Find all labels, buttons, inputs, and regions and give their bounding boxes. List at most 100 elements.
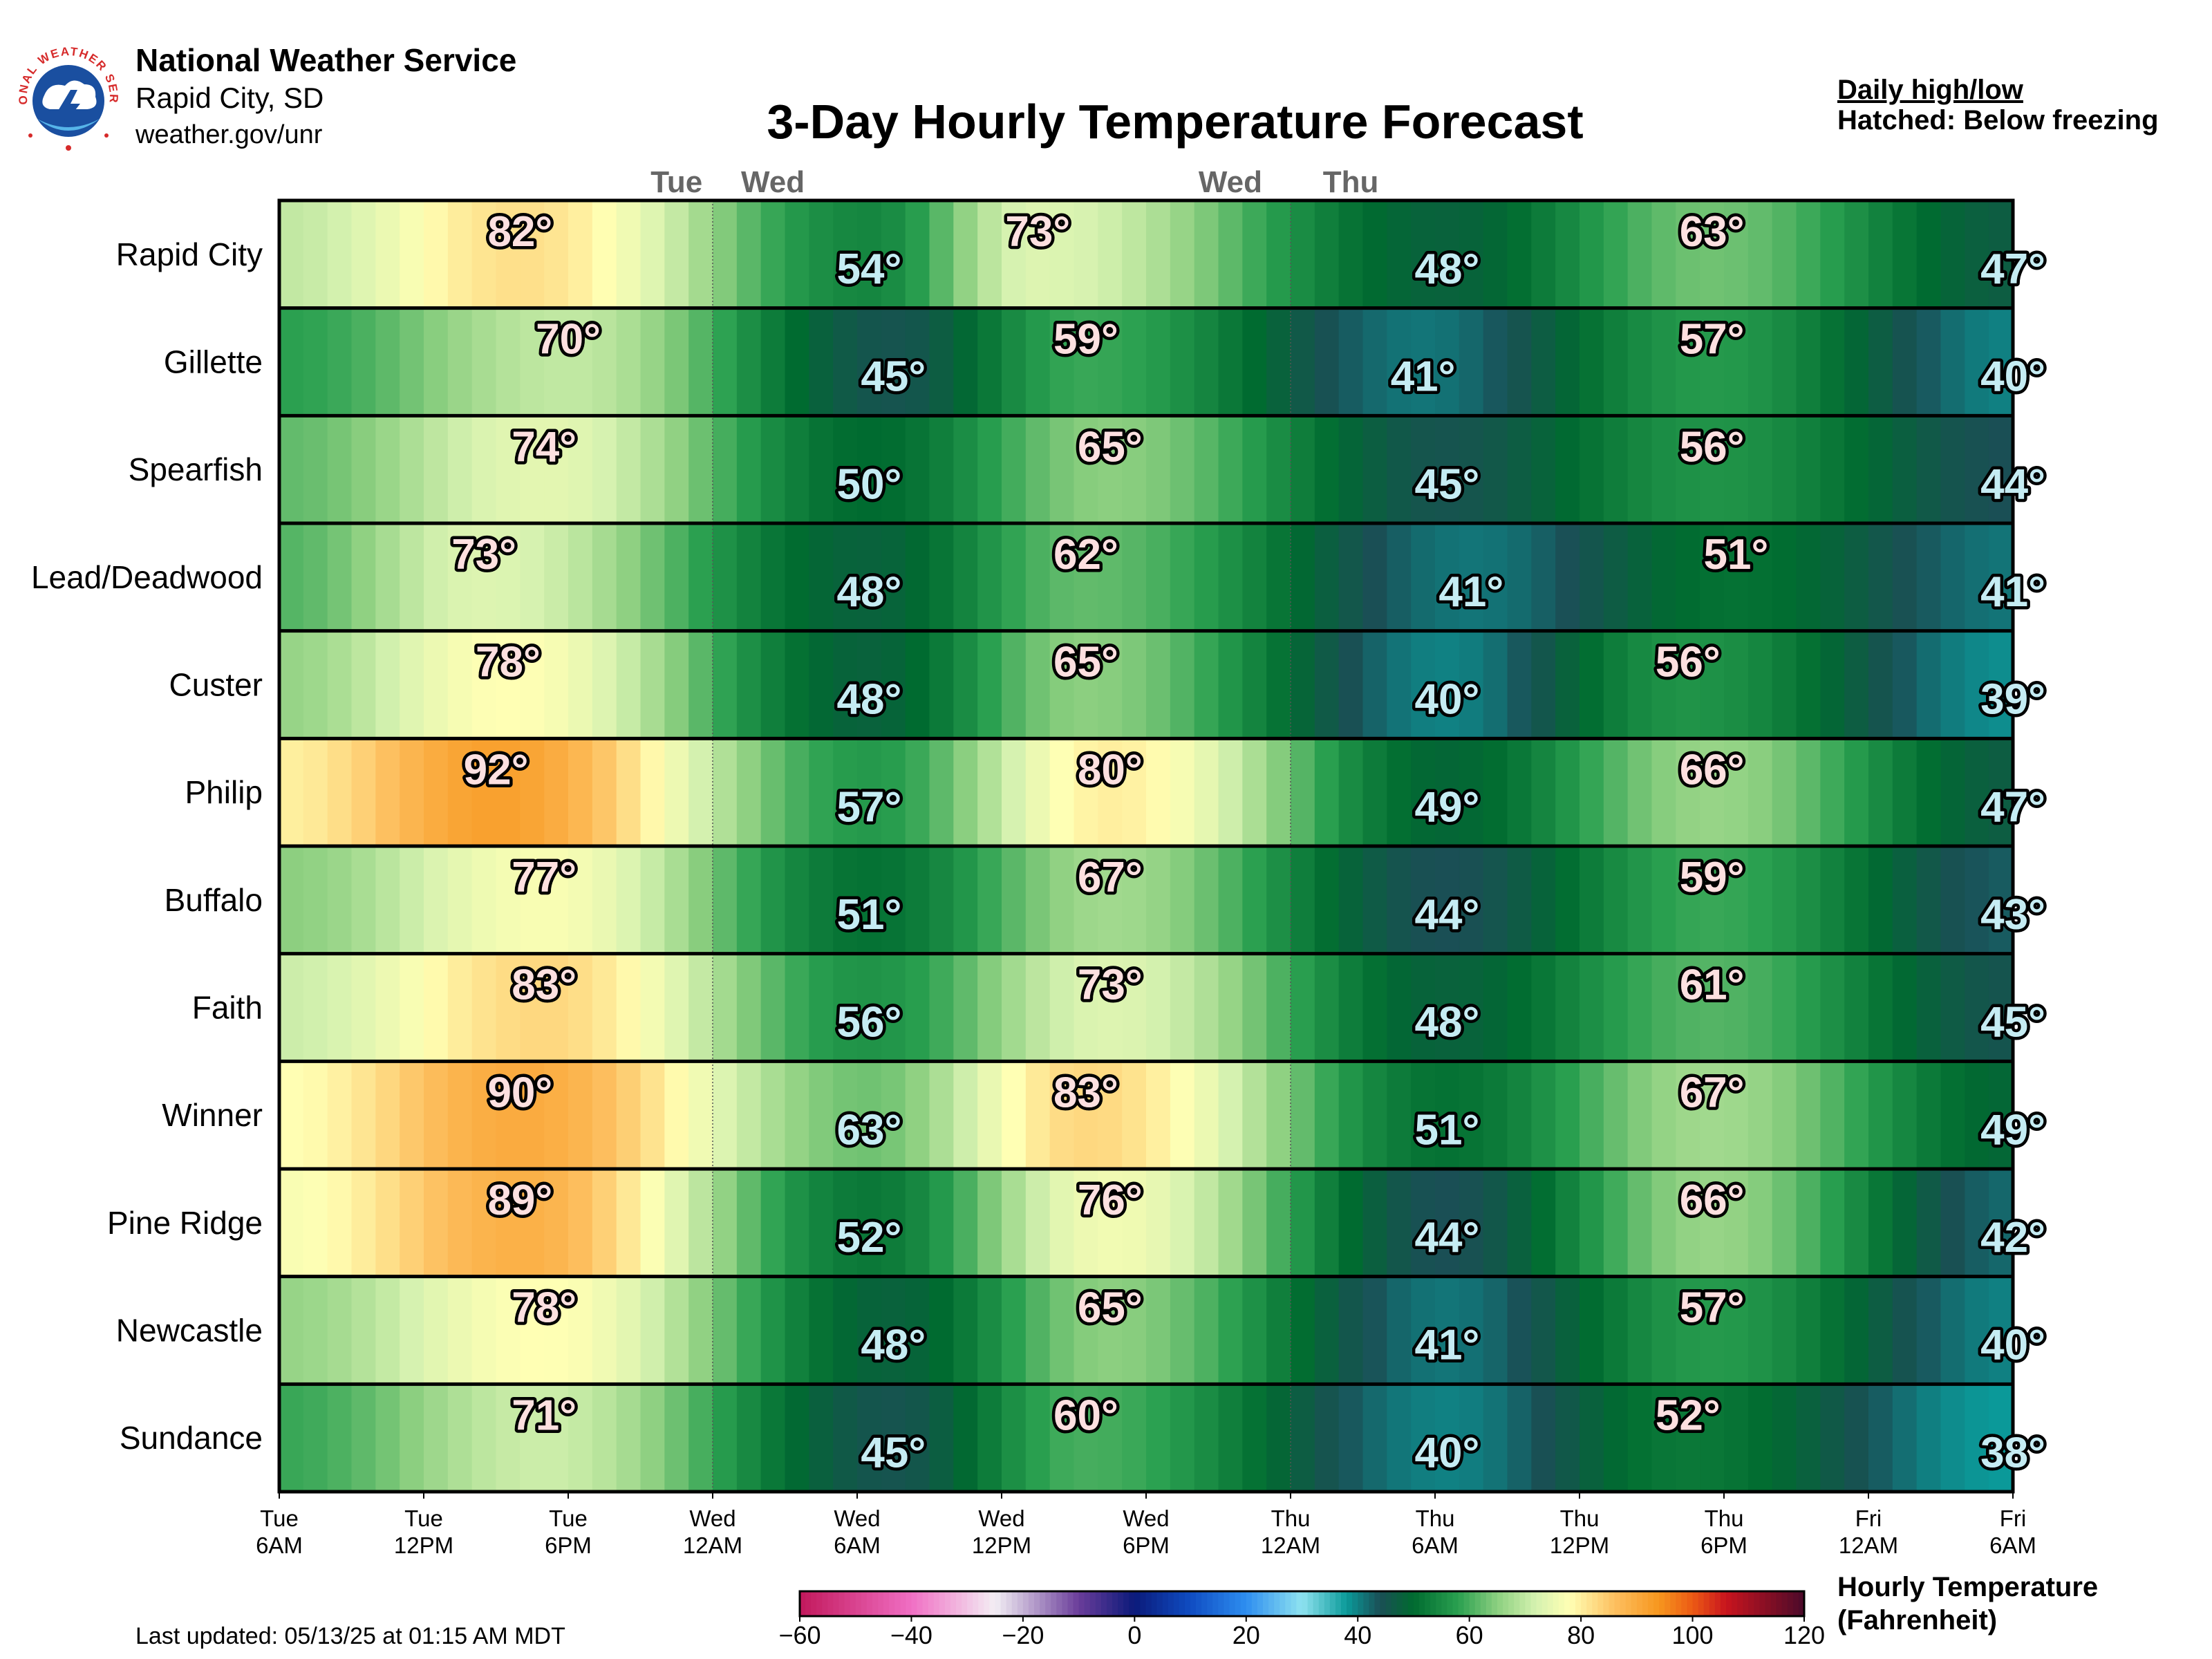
colorbar-segment [967,1591,974,1616]
heatmap-cell [953,953,978,1062]
heatmap-cell [568,846,593,954]
last-updated: Last updated: 05/13/25 at 01:15 AM MDT [135,1623,565,1649]
heatmap-cell [424,523,449,631]
heatmap-cell [1338,846,1364,954]
colorbar-segment [1034,1591,1040,1616]
heatmap-cell [1676,846,1700,954]
heatmap-cell [953,415,978,523]
heatmap-cell [1338,630,1364,739]
heatmap-cell [447,630,473,739]
colorbar-segment [838,1591,845,1616]
high-temp-label: 65° [1078,423,1143,471]
heatmap-cell [1122,738,1147,846]
heatmap-cell [1989,1384,2014,1492]
low-temp-label: 48° [837,676,902,724]
heatmap-cell [1772,1276,1797,1385]
heatmap-cell [1940,1276,1965,1385]
heatmap-cell [1844,846,1869,954]
heatmap-cell [1965,738,1989,846]
heatmap-cell [1362,523,1387,631]
heatmap-cell [1049,1169,1075,1277]
heatmap-cell [1989,1169,2014,1277]
colorbar-segment [1240,1591,1247,1616]
heatmap-cell [713,1061,738,1169]
heatmap-cell [1916,1384,1942,1492]
colorbar-segment [1430,1591,1437,1616]
heatmap-cell [833,738,858,846]
heatmap-cell [471,630,497,739]
colorbar-segment [973,1591,980,1616]
x-tick-day: Tue [549,1506,588,1531]
colorbar-segment [1391,1591,1398,1616]
heatmap-cell [1002,630,1027,739]
heatmap-cell [592,415,617,523]
heatmap-cell [1916,1169,1942,1277]
heatmap-cell [1531,846,1556,954]
heatmap-cell [664,1061,689,1169]
colorbar-segment [933,1591,940,1616]
x-tick-time: 6AM [256,1533,303,1558]
heatmap-cell [881,308,906,416]
heatmap-cell [327,1061,353,1169]
heatmap-cell [760,630,786,739]
heatmap-cell [351,953,376,1062]
heatmap-cell [520,846,545,954]
heatmap-cell [953,1276,978,1385]
low-temp-label: 38° [1980,1429,2045,1477]
heatmap-cell [1507,630,1532,739]
heatmap-cell [881,415,906,523]
heatmap-cell [520,953,545,1062]
colorbar-segment [1592,1591,1599,1616]
heatmap-cell [1892,1384,1918,1492]
heatmap-cell [1411,200,1436,308]
heatmap-cell [1098,308,1123,416]
heatmap-cell [1025,953,1051,1062]
heatmap-cell [1146,308,1171,416]
colorbar-segment [1787,1591,1794,1616]
heatmap-cell [1074,953,1098,1062]
colorbar-segment [822,1591,829,1616]
heatmap-cell [664,738,689,846]
x-tick-day: Tue [260,1506,299,1531]
colorbar-tick-label: −40 [890,1621,932,1649]
heatmap-cell [400,200,424,308]
colorbar-frame [798,1590,1806,1618]
heatmap-cell [1700,1384,1725,1492]
colorbar-segment [1129,1591,1136,1616]
heatmap-cell [1965,415,1989,523]
heatmap-cell [1531,1061,1556,1169]
heatmap-cell [1868,630,1893,739]
website-link[interactable]: weather.gov/unr [135,120,323,149]
low-temp-label: 39° [1980,676,2045,724]
heatmap-cell [1266,738,1291,846]
heatmap-cell [1002,1061,1027,1169]
heatmap-cell [1411,308,1436,416]
heatmap-cell [568,1276,593,1385]
heatmap-cell [977,738,1002,846]
heatmap-cell [929,1276,954,1385]
heatmap-cell [471,415,497,523]
heatmap-cell [1531,953,1556,1062]
heatmap-cell [760,523,786,631]
heatmap-cell [1098,846,1123,954]
heatmap-cell [327,415,353,523]
heatmap-cell [1916,1276,1942,1385]
heatmap-cell [1387,846,1412,954]
colorbar-segment [1642,1591,1649,1616]
colorbar-segment [1190,1591,1197,1616]
heatmap-cell [1025,630,1051,739]
colorbar-segment [917,1591,924,1616]
top-day-label: Wed [741,165,805,199]
heatmap-cell [1603,738,1629,846]
heatmap-cell [664,1276,689,1385]
heatmap-cell [375,200,400,308]
heatmap-cell [1435,846,1460,954]
heatmap-cell [1603,1276,1629,1385]
colorbar-segment [1765,1591,1772,1616]
colorbar-segment [1469,1591,1476,1616]
heatmap-cell [400,953,424,1062]
heatmap-cell [1965,1061,1989,1169]
heatmap-cell [1194,200,1219,308]
colorbar-segment [1028,1591,1035,1616]
low-temp-label: 51° [1415,1106,1480,1154]
